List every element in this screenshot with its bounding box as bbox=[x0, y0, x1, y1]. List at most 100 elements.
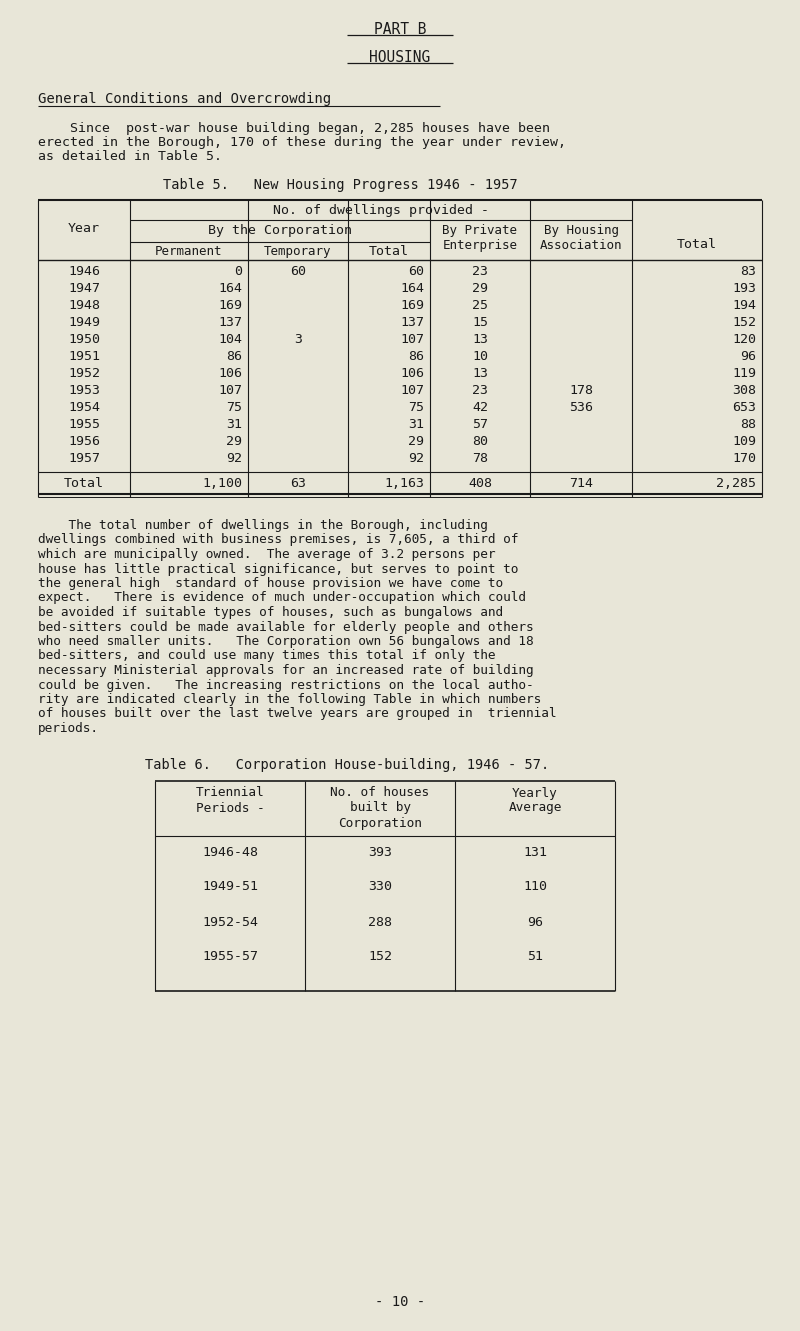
Text: 1947: 1947 bbox=[68, 282, 100, 295]
Text: 393: 393 bbox=[368, 845, 392, 858]
Text: 75: 75 bbox=[226, 401, 242, 414]
Text: General Conditions and Overcrowding: General Conditions and Overcrowding bbox=[38, 92, 331, 106]
Text: 3: 3 bbox=[294, 333, 302, 346]
Text: 1946-48: 1946-48 bbox=[202, 845, 258, 858]
Text: 714: 714 bbox=[569, 476, 593, 490]
Text: 1948: 1948 bbox=[68, 299, 100, 311]
Text: 1954: 1954 bbox=[68, 401, 100, 414]
Text: - 10 -: - 10 - bbox=[375, 1295, 425, 1308]
Text: 330: 330 bbox=[368, 881, 392, 893]
Text: 194: 194 bbox=[732, 299, 756, 311]
Text: Yearly
Average: Yearly Average bbox=[508, 787, 562, 815]
Text: No. of houses
built by
Corporation: No. of houses built by Corporation bbox=[330, 787, 430, 829]
Text: 80: 80 bbox=[472, 435, 488, 449]
Text: 1,100: 1,100 bbox=[202, 476, 242, 490]
Text: 1951: 1951 bbox=[68, 350, 100, 363]
Text: be avoided if suitable types of houses, such as bungalows and: be avoided if suitable types of houses, … bbox=[38, 606, 503, 619]
Text: which are municipally owned.  The average of 3.2 persons per: which are municipally owned. The average… bbox=[38, 548, 495, 560]
Text: 96: 96 bbox=[740, 350, 756, 363]
Text: as detailed in Table 5.: as detailed in Table 5. bbox=[38, 150, 222, 162]
Text: 1956: 1956 bbox=[68, 435, 100, 449]
Text: 1955: 1955 bbox=[68, 418, 100, 431]
Text: could be given.   The increasing restrictions on the local autho-: could be given. The increasing restricti… bbox=[38, 679, 534, 692]
Text: 57: 57 bbox=[472, 418, 488, 431]
Text: 1957: 1957 bbox=[68, 453, 100, 465]
Text: house has little practical significance, but serves to point to: house has little practical significance,… bbox=[38, 563, 518, 575]
Text: 106: 106 bbox=[218, 367, 242, 379]
Text: 1952-54: 1952-54 bbox=[202, 916, 258, 929]
Text: Table 6.   Corporation House-building, 1946 - 57.: Table 6. Corporation House-building, 194… bbox=[145, 759, 550, 772]
Text: 75: 75 bbox=[408, 401, 424, 414]
Text: dwellings combined with business premises, is 7,605, a third of: dwellings combined with business premise… bbox=[38, 534, 518, 547]
Text: Temporary: Temporary bbox=[264, 245, 332, 258]
Text: 193: 193 bbox=[732, 282, 756, 295]
Text: By Housing
Association: By Housing Association bbox=[540, 224, 622, 252]
Text: The total number of dwellings in the Borough, including: The total number of dwellings in the Bor… bbox=[38, 519, 488, 532]
Text: 288: 288 bbox=[368, 916, 392, 929]
Text: 88: 88 bbox=[740, 418, 756, 431]
Text: By the Corporation: By the Corporation bbox=[208, 224, 352, 237]
Text: 119: 119 bbox=[732, 367, 756, 379]
Text: 1953: 1953 bbox=[68, 385, 100, 397]
Text: who need smaller units.   The Corporation own 56 bungalows and 18: who need smaller units. The Corporation … bbox=[38, 635, 534, 648]
Text: 109: 109 bbox=[732, 435, 756, 449]
Text: 536: 536 bbox=[569, 401, 593, 414]
Text: 164: 164 bbox=[218, 282, 242, 295]
Text: 86: 86 bbox=[226, 350, 242, 363]
Text: 178: 178 bbox=[569, 385, 593, 397]
Text: 78: 78 bbox=[472, 453, 488, 465]
Text: 169: 169 bbox=[400, 299, 424, 311]
Text: 408: 408 bbox=[468, 476, 492, 490]
Text: 13: 13 bbox=[472, 367, 488, 379]
Text: 120: 120 bbox=[732, 333, 756, 346]
Text: 29: 29 bbox=[408, 435, 424, 449]
Text: Total: Total bbox=[64, 476, 104, 490]
Text: 31: 31 bbox=[408, 418, 424, 431]
Text: 110: 110 bbox=[523, 881, 547, 893]
Text: 1955-57: 1955-57 bbox=[202, 950, 258, 964]
Text: 106: 106 bbox=[400, 367, 424, 379]
Text: 107: 107 bbox=[218, 385, 242, 397]
Text: 23: 23 bbox=[472, 385, 488, 397]
Text: 96: 96 bbox=[527, 916, 543, 929]
Text: 137: 137 bbox=[218, 315, 242, 329]
Text: 2,285: 2,285 bbox=[716, 476, 756, 490]
Text: 10: 10 bbox=[472, 350, 488, 363]
Text: 137: 137 bbox=[400, 315, 424, 329]
Text: 170: 170 bbox=[732, 453, 756, 465]
Text: 1949: 1949 bbox=[68, 315, 100, 329]
Text: 0: 0 bbox=[234, 265, 242, 278]
Text: Total: Total bbox=[369, 245, 409, 258]
Text: 107: 107 bbox=[400, 333, 424, 346]
Text: 13: 13 bbox=[472, 333, 488, 346]
Text: 63: 63 bbox=[290, 476, 306, 490]
Text: expect.   There is evidence of much under-occupation which could: expect. There is evidence of much under-… bbox=[38, 591, 526, 604]
Text: the general high  standard of house provision we have come to: the general high standard of house provi… bbox=[38, 578, 503, 590]
Text: 29: 29 bbox=[226, 435, 242, 449]
Text: 23: 23 bbox=[472, 265, 488, 278]
Text: Permanent: Permanent bbox=[155, 245, 222, 258]
Text: 1952: 1952 bbox=[68, 367, 100, 379]
Text: 25: 25 bbox=[472, 299, 488, 311]
Text: 1950: 1950 bbox=[68, 333, 100, 346]
Text: bed-sitters, and could use many times this total if only the: bed-sitters, and could use many times th… bbox=[38, 650, 495, 663]
Text: 164: 164 bbox=[400, 282, 424, 295]
Text: 1946: 1946 bbox=[68, 265, 100, 278]
Text: 107: 107 bbox=[400, 385, 424, 397]
Text: PART B: PART B bbox=[374, 23, 426, 37]
Text: 51: 51 bbox=[527, 950, 543, 964]
Text: 31: 31 bbox=[226, 418, 242, 431]
Text: 60: 60 bbox=[290, 265, 306, 278]
Text: No. of dwellings provided -: No. of dwellings provided - bbox=[273, 204, 489, 217]
Text: 131: 131 bbox=[523, 845, 547, 858]
Text: By Private
Enterprise: By Private Enterprise bbox=[442, 224, 518, 252]
Text: bed-sitters could be made available for elderly people and others: bed-sitters could be made available for … bbox=[38, 620, 534, 634]
Text: Since  post-war house building began, 2,285 houses have been: Since post-war house building began, 2,2… bbox=[38, 122, 550, 134]
Text: 1,163: 1,163 bbox=[384, 476, 424, 490]
Text: 15: 15 bbox=[472, 315, 488, 329]
Text: erected in the Borough, 170 of these during the year under review,: erected in the Borough, 170 of these dur… bbox=[38, 136, 566, 149]
Text: 308: 308 bbox=[732, 385, 756, 397]
Text: 104: 104 bbox=[218, 333, 242, 346]
Text: 83: 83 bbox=[740, 265, 756, 278]
Text: 92: 92 bbox=[226, 453, 242, 465]
